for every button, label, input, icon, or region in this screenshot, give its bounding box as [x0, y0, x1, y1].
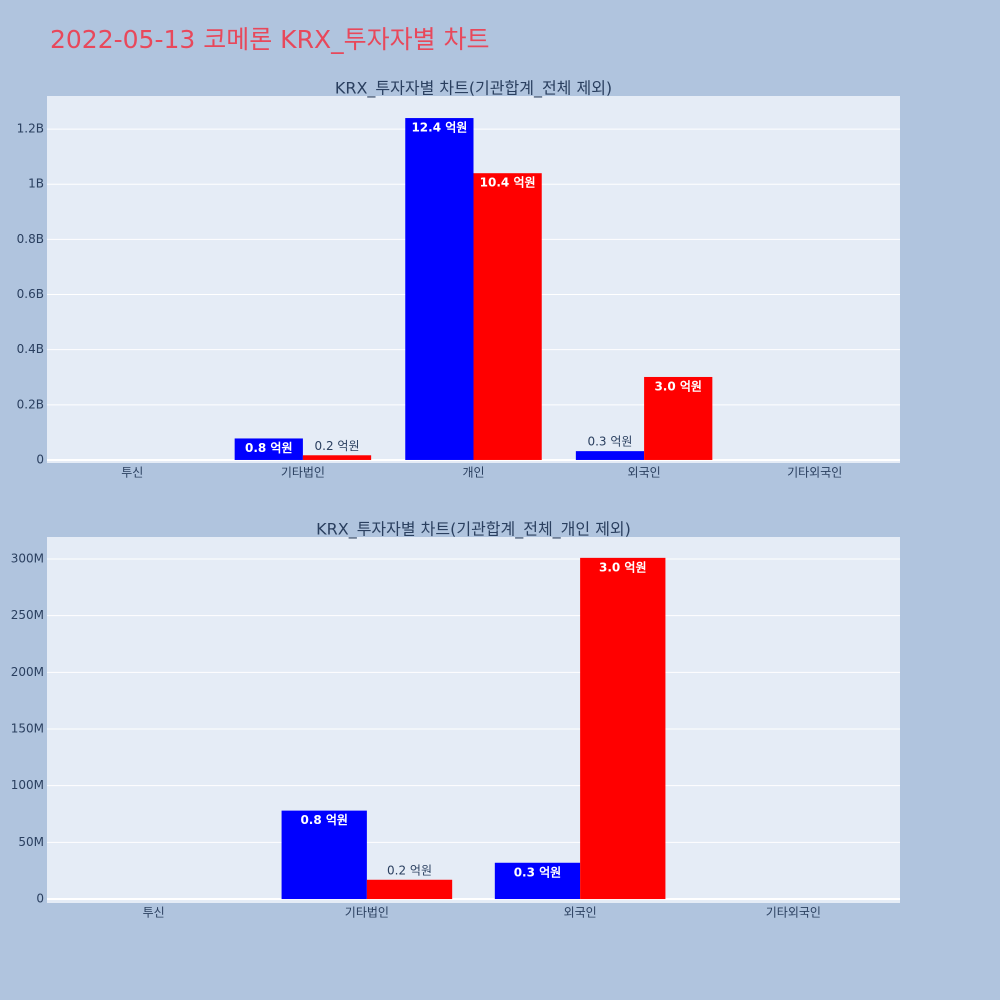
- y-tick-label: 0.2B: [17, 397, 44, 411]
- y-tick-label: 250M: [11, 608, 44, 622]
- y-tick-label: 1.2B: [17, 122, 44, 136]
- x-tick-label: 기타법인: [345, 906, 389, 920]
- y-tick-label: 0: [36, 452, 44, 466]
- data-label: 0.8 억원: [300, 813, 348, 827]
- data-label: 10.4 억원: [480, 176, 536, 190]
- bar: [281, 810, 367, 900]
- bar: [580, 557, 666, 900]
- bar: [494, 862, 581, 900]
- x-tick-label: 외국인: [628, 466, 661, 480]
- x-tick-label: 기타외국인: [787, 466, 842, 480]
- y-tick-label: 100M: [11, 778, 44, 792]
- data-label: 3.0 억원: [599, 560, 647, 574]
- plot-area: [47, 537, 900, 903]
- y-tick-label: 200M: [11, 665, 44, 679]
- y-tick-label: 300M: [11, 551, 44, 565]
- y-tick-label: 0: [36, 892, 44, 906]
- x-tick-label: 기타법인: [281, 466, 325, 480]
- data-label: 0.8 억원: [245, 441, 293, 455]
- chart-title: KRX_투자자별 차트(기관합계_전체_개인 제외): [316, 520, 631, 540]
- y-tick-label: 150M: [11, 722, 44, 736]
- data-label: 0.3 억원: [587, 435, 632, 449]
- page-title: 2022-05-13 코메론 KRX_투자자별 차트: [50, 25, 490, 54]
- data-label: 0.2 억원: [315, 439, 360, 453]
- x-tick-label: 기타외국인: [766, 906, 821, 920]
- bar: [234, 438, 303, 460]
- bar: [473, 173, 542, 460]
- x-tick-label: 투신: [143, 906, 165, 920]
- bar: [302, 455, 372, 460]
- x-tick-label: 외국인: [564, 906, 597, 920]
- data-label: 0.3 억원: [514, 865, 562, 879]
- bar: [405, 118, 474, 460]
- y-tick-label: 0.4B: [17, 342, 44, 356]
- chart-title: KRX_투자자별 차트(기관합계_전체 제외): [335, 79, 612, 99]
- x-tick-label: 투신: [121, 466, 143, 480]
- bar: [575, 451, 645, 460]
- bar: [366, 879, 453, 900]
- bar: [644, 376, 713, 460]
- y-tick-label: 1B: [28, 177, 44, 191]
- data-label: 12.4 억원: [411, 121, 467, 135]
- data-label: 3.0 억원: [654, 379, 702, 393]
- y-tick-label: 0.8B: [17, 232, 44, 246]
- y-tick-label: 50M: [18, 835, 44, 849]
- y-tick-label: 0.6B: [17, 287, 44, 301]
- data-label: 0.2 억원: [387, 863, 432, 877]
- x-tick-label: 개인: [462, 466, 484, 480]
